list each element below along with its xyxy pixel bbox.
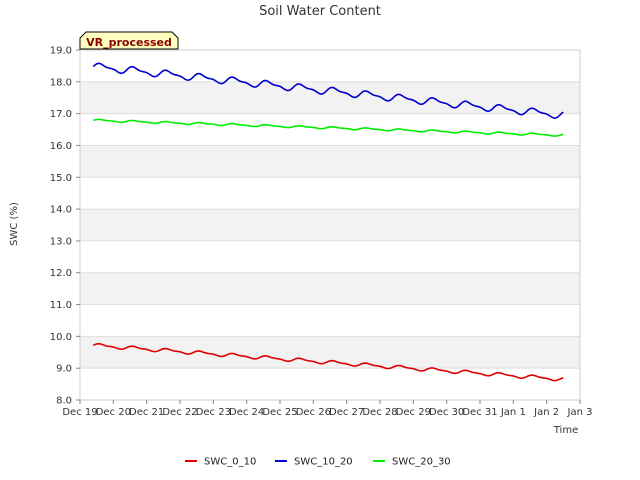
plot-band xyxy=(80,81,580,114)
badge-label: VR_processed xyxy=(86,36,172,49)
y-tick-label: 19.0 xyxy=(50,46,72,57)
y-tick-label: 12.0 xyxy=(50,268,72,279)
plot-band xyxy=(80,336,580,369)
series-lines xyxy=(92,62,564,382)
x-tick-label: Jan 3 xyxy=(567,407,593,418)
x-tick-label: Jan 1 xyxy=(500,407,526,418)
y-axis-ticks: 8.0 9.0 10.0 11.0 12.0 13.0 14.0 15.0 16.0 17.0 18… xyxy=(50,46,80,407)
y-tick-label: 18.0 xyxy=(50,77,72,88)
y-tick-label: 9.0 xyxy=(56,364,72,375)
legend: SWC_0_10 SWC_10_20 SWC_20_30 xyxy=(185,457,451,468)
plot-band xyxy=(80,177,580,210)
plot-band xyxy=(80,272,580,305)
y-tick-label: 16.0 xyxy=(50,141,72,152)
x-tick-label: Dec 28 xyxy=(362,407,397,418)
y-tick-label: 13.0 xyxy=(50,236,72,247)
x-tick-label: Jan 2 xyxy=(533,407,559,418)
plot-bands xyxy=(80,49,580,401)
chart-title: Soil Water Content xyxy=(259,4,381,19)
x-tick-label: Dec 31 xyxy=(462,407,497,418)
plot-band xyxy=(80,50,580,82)
y-tick-label: 17.0 xyxy=(50,109,72,120)
y-tick-label: 15.0 xyxy=(50,173,72,184)
y-tick-label: 11.0 xyxy=(50,300,72,311)
x-tick-label: Dec 23 xyxy=(196,407,231,418)
vr-processed-badge: VR_processed xyxy=(79,31,179,50)
x-tick-label: Dec 20 xyxy=(96,407,131,418)
series-line-swc-20-30 xyxy=(93,118,564,137)
x-axis-title: Time xyxy=(553,425,578,436)
badge-shape xyxy=(79,31,179,50)
y-tick-label: 8.0 xyxy=(56,396,72,407)
plot-band xyxy=(80,209,580,241)
x-tick-label: Dec 29 xyxy=(396,407,431,418)
plot-band xyxy=(80,145,580,178)
plot-band xyxy=(80,113,580,146)
series-line-swc-0-10 xyxy=(92,342,564,382)
x-tick-label: Dec 22 xyxy=(162,407,197,418)
legend-label: SWC_20_30 xyxy=(392,457,451,468)
y-tick-label: 14.0 xyxy=(50,205,72,216)
x-tick-label: Dec 25 xyxy=(262,407,297,418)
legend-label: SWC_0_10 xyxy=(204,457,256,468)
x-tick-label: Dec 26 xyxy=(296,407,331,418)
plot-band xyxy=(80,304,580,337)
x-tick-label: Dec 27 xyxy=(329,407,364,418)
y-tick-label: 10.0 xyxy=(50,332,72,343)
x-tick-label: Dec 30 xyxy=(429,407,464,418)
plot-band xyxy=(80,368,580,400)
plot-frame xyxy=(79,49,581,401)
x-tick-label: Dec 21 xyxy=(129,407,164,418)
series-line-swc-10-20 xyxy=(92,62,564,120)
x-tick-label: Dec 24 xyxy=(229,407,264,418)
y-axis-title: SWC (%) xyxy=(9,202,20,246)
plot-band xyxy=(80,240,580,273)
x-tick-label: Dec 19 xyxy=(62,407,97,418)
legend-label: SWC_10_20 xyxy=(294,457,353,468)
